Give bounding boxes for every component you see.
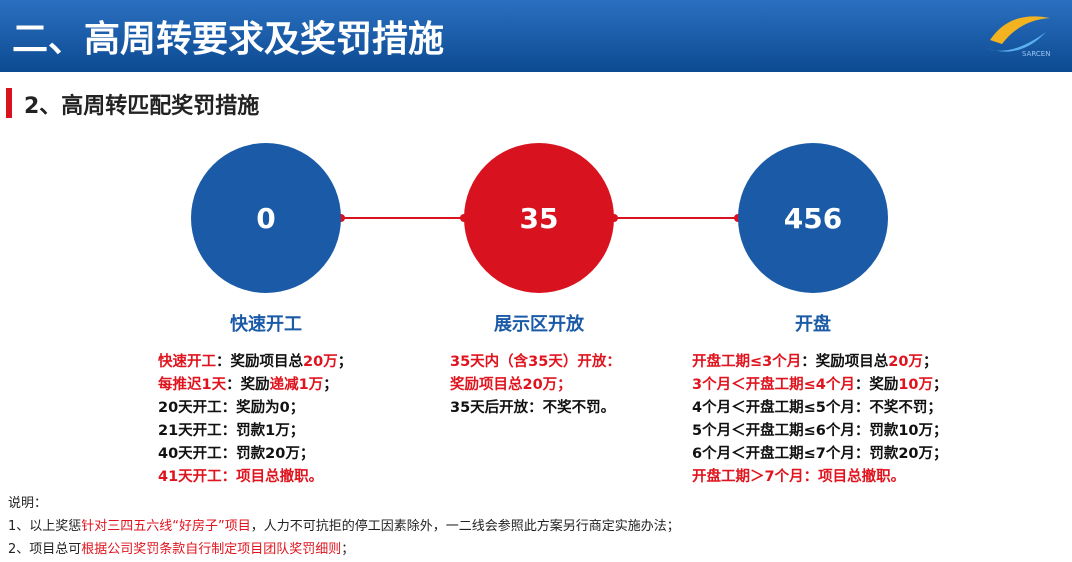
text-run: ； xyxy=(337,354,353,370)
milestone-number: 0 xyxy=(256,202,275,235)
rule-line: 21天开工：罚款1万； xyxy=(158,419,304,440)
text-run: 20万 xyxy=(888,354,923,370)
milestone-number: 35 xyxy=(520,202,559,235)
milestone-circle xyxy=(191,143,341,293)
rule-line: 5个月＜开盘工期≤6个月：罚款10万； xyxy=(692,419,948,440)
text-run: 2、项目总可 xyxy=(8,542,82,557)
text-run: 4个月＜开盘工期≤5个月：不奖不罚； xyxy=(692,400,942,416)
text-run: 21天开工：罚款1万； xyxy=(158,423,305,439)
notes-heading: 说明： xyxy=(8,496,48,511)
rule-line: 40天开工：罚款20万； xyxy=(158,442,314,463)
text-run: 开盘工期＞7个月：项目总撤职。 xyxy=(692,469,906,485)
rule-line: 6个月＜开盘工期≤7个月：罚款20万； xyxy=(692,442,948,463)
milestone-number: 456 xyxy=(784,202,842,235)
text-run: 35天后开放：不奖不罚。 xyxy=(450,400,616,416)
text-run: ：奖励 xyxy=(854,377,899,393)
note-line: 2、项目总可根据公司奖罚条款自行制定项目团队奖罚细则； xyxy=(8,538,354,557)
text-run: 每推迟1天 xyxy=(158,377,227,393)
header-band xyxy=(0,0,1072,72)
text-run: ； xyxy=(341,542,355,557)
subtitle-bar xyxy=(6,88,12,118)
milestone-label: 开盘 xyxy=(795,314,831,335)
text-run: 6个月＜开盘工期≤7个月：罚款20万； xyxy=(692,446,948,462)
rule-line: 35天内（含35天）开放： xyxy=(450,350,621,371)
text-run: ； xyxy=(922,354,938,370)
text-run: 20天开工：奖励为0； xyxy=(158,400,305,416)
rule-line: 开盘工期≤3个月：奖励项目总20万； xyxy=(692,350,937,371)
text-run: 5个月＜开盘工期≤6个月：罚款10万； xyxy=(692,423,948,439)
logo xyxy=(986,16,1050,52)
rule-line: 3个月＜开盘工期≤4个月：奖励10万； xyxy=(692,373,948,394)
rule-line: 开盘工期＞7个月：项目总撤职。 xyxy=(692,465,905,486)
text-run: ：奖励 xyxy=(226,377,270,393)
milestone-label: 展示区开放 xyxy=(494,314,584,335)
text-run: ； xyxy=(933,377,948,393)
rule-line: 每推迟1天：奖励递减1万； xyxy=(158,373,338,394)
text-run: 35天内（含35天）开放： xyxy=(450,354,621,370)
text-run: 10万 xyxy=(898,377,934,393)
text-run: 开盘工期≤3个月 xyxy=(692,354,802,370)
milestone-label: 快速开工 xyxy=(230,314,302,335)
rule-line: 20天开工：奖励为0； xyxy=(158,396,304,417)
logo-text: SARCEN xyxy=(1022,50,1051,58)
note-line: 1、以上奖惩针对三四五六线“好房子”项目，人力不可抗拒的停工因素除外，一二线会参… xyxy=(8,515,680,534)
text-run: 递减1万 xyxy=(269,377,324,393)
rule-line: 快速开工：奖励项目总20万； xyxy=(158,350,352,371)
text-run: 40天开工：罚款20万； xyxy=(158,446,315,462)
timeline: 0 35 456 xyxy=(191,143,888,293)
text-run: 奖励项目总20万； xyxy=(450,377,572,393)
text-run: 3个月＜开盘工期≤4个月 xyxy=(692,377,855,393)
text-run: 20万 xyxy=(303,354,338,370)
subtitle: 2、高周转匹配奖罚措施 xyxy=(24,94,260,119)
rule-line: 奖励项目总20万； xyxy=(450,373,572,394)
milestone-circle xyxy=(464,143,614,293)
rule-line: 35天后开放：不奖不罚。 xyxy=(450,396,615,417)
text-run: ：奖励项目总 xyxy=(801,354,889,370)
text-run: 41天开工：项目总撤职。 xyxy=(158,469,324,485)
text-run: ； xyxy=(323,377,338,393)
rule-line: 41天开工：项目总撤职。 xyxy=(158,465,323,486)
text-run: 根据公司奖罚条款自行制定项目团队奖罚细则 xyxy=(81,542,342,557)
header-title: 二、高周转要求及奖罚措施 xyxy=(12,19,445,60)
text-run: 快速开工 xyxy=(158,354,216,370)
text-run: 1、以上奖惩 xyxy=(8,519,82,534)
rule-line: 4个月＜开盘工期≤5个月：不奖不罚； xyxy=(692,396,942,417)
text-run: 针对三四五六线“好房子”项目 xyxy=(81,519,251,534)
text-run: ，人力不可抗拒的停工因素除外，一二线会参照此方案另行商定实施办法； xyxy=(250,519,680,534)
milestone-circle xyxy=(738,143,888,293)
text-run: ：奖励项目总 xyxy=(216,354,303,370)
